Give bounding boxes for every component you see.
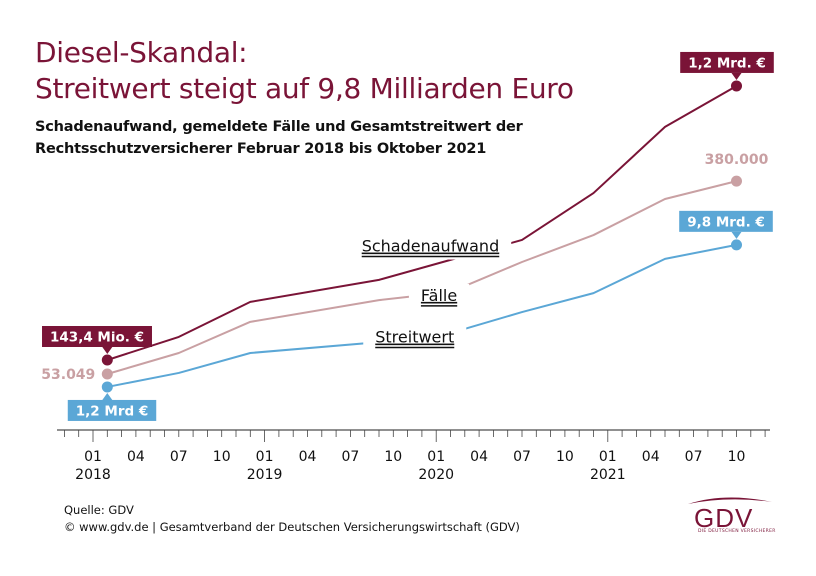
copyright-note: © www.gdv.de | Gesamtverband der Deutsch… [64, 520, 520, 534]
subtitle-line-2: Rechtsschutzversicherer Februar 2018 bis… [35, 141, 487, 157]
chart-title: Diesel-Skandal: Streitwert steigt auf 9,… [35, 35, 574, 107]
faelle-start-label: 53.049 [41, 367, 95, 383]
x-tick-label: 10 [556, 449, 574, 465]
callout-schadenaufwand-end-text: 1,2 Mrd. € [688, 55, 766, 71]
logo-tagline: DIE DEUTSCHEN VERSICHERER [698, 529, 776, 534]
series-inline-label-bg [363, 325, 467, 351]
title-line-2: Streitwert steigt auf 9,8 Milliarden Eur… [35, 72, 574, 105]
callout-schadenaufwand-start-text: 143,4 Mio. € [50, 330, 144, 346]
callout-streitwert-end-text: 9,8 Mrd. € [687, 214, 765, 230]
callout-schadenaufwand-start-box [42, 326, 152, 347]
series-end-point-2 [731, 239, 742, 251]
series-inline-label-1: Fälle [408, 283, 470, 309]
footer: Quelle: GDV © www.gdv.de | Gesamtverband… [64, 502, 520, 536]
title-line-1: Diesel-Skandal: [35, 36, 248, 69]
x-year-label: 2018 [75, 467, 111, 483]
callout-streitwert-end-pointer [731, 231, 742, 239]
x-tick-label: 10 [728, 449, 746, 465]
gdv-logo: GDV DIE DEUTSCHEN VERSICHERER [680, 490, 790, 535]
x-tick-label: 10 [384, 449, 402, 465]
x-tick-label: 07 [685, 449, 703, 465]
faelle-end-label: 380.000 [705, 152, 769, 168]
x-tick-label: 01 [427, 449, 445, 465]
subtitle-line-1: Schadenaufwand, gemeldete Fälle und Gesa… [35, 119, 523, 135]
logo-swoosh-icon [688, 497, 772, 504]
x-tick-label: 01 [256, 449, 274, 465]
x-tick-label: 07 [170, 449, 188, 465]
series-inline-label-text: Fälle [421, 286, 457, 305]
series-start-point-0 [101, 354, 113, 366]
callout-schadenaufwand-start: 143,4 Mio. € [42, 326, 152, 354]
callout-schadenaufwand-end-box [680, 51, 774, 73]
x-tick-label: 01 [599, 449, 617, 465]
series-inline-label-2: Streitwert [363, 325, 467, 351]
series-start-point-2 [101, 381, 113, 393]
chart-subtitle: Schadenaufwand, gemeldete Fälle und Gesa… [35, 116, 523, 160]
series-line-2 [107, 243, 737, 388]
series-line-0 [106, 85, 737, 361]
series-end-point-1 [731, 175, 742, 187]
x-tick-label: 01 [84, 449, 102, 465]
callout-schadenaufwand-end-pointer [731, 72, 742, 80]
callout-streitwert-start: 1,2 Mrd € [67, 392, 157, 421]
callout-streitwert-end: 9,8 Mrd. € [679, 210, 773, 239]
x-tick-label: 04 [470, 449, 488, 465]
x-year-label: 2019 [247, 467, 283, 483]
callout-schadenaufwand-start-pointer [102, 347, 113, 354]
x-tick-label: 04 [642, 449, 660, 465]
x-year-label: 2020 [418, 467, 454, 483]
x-tick-label: 07 [513, 449, 531, 465]
callout-streitwert-start-text: 1,2 Mrd € [76, 403, 148, 419]
callout-streitwert-start-box [67, 399, 157, 421]
x-tick-label: 07 [341, 449, 359, 465]
series-inline-label-0: Schadenaufwand [349, 234, 512, 260]
x-year-label: 2021 [590, 467, 626, 483]
series-inline-label-bg [408, 283, 470, 309]
series-inline-label-text: Schadenaufwand [362, 237, 500, 256]
series-start-point-1 [101, 368, 113, 380]
x-tick-label: 04 [299, 449, 317, 465]
callout-schadenaufwand-end: 1,2 Mrd. € [680, 51, 774, 80]
x-tick-label: 04 [127, 449, 145, 465]
series-inline-label-bg [349, 234, 512, 260]
logo-text: GDV [694, 503, 754, 533]
source-note: Quelle: GDV [64, 503, 134, 517]
series-end-point-0 [731, 80, 742, 92]
callout-streitwert-end-box [679, 210, 773, 232]
series-inline-label-text: Streitwert [375, 328, 454, 347]
callout-streitwert-start-pointer [102, 392, 113, 400]
x-tick-label: 10 [213, 449, 231, 465]
